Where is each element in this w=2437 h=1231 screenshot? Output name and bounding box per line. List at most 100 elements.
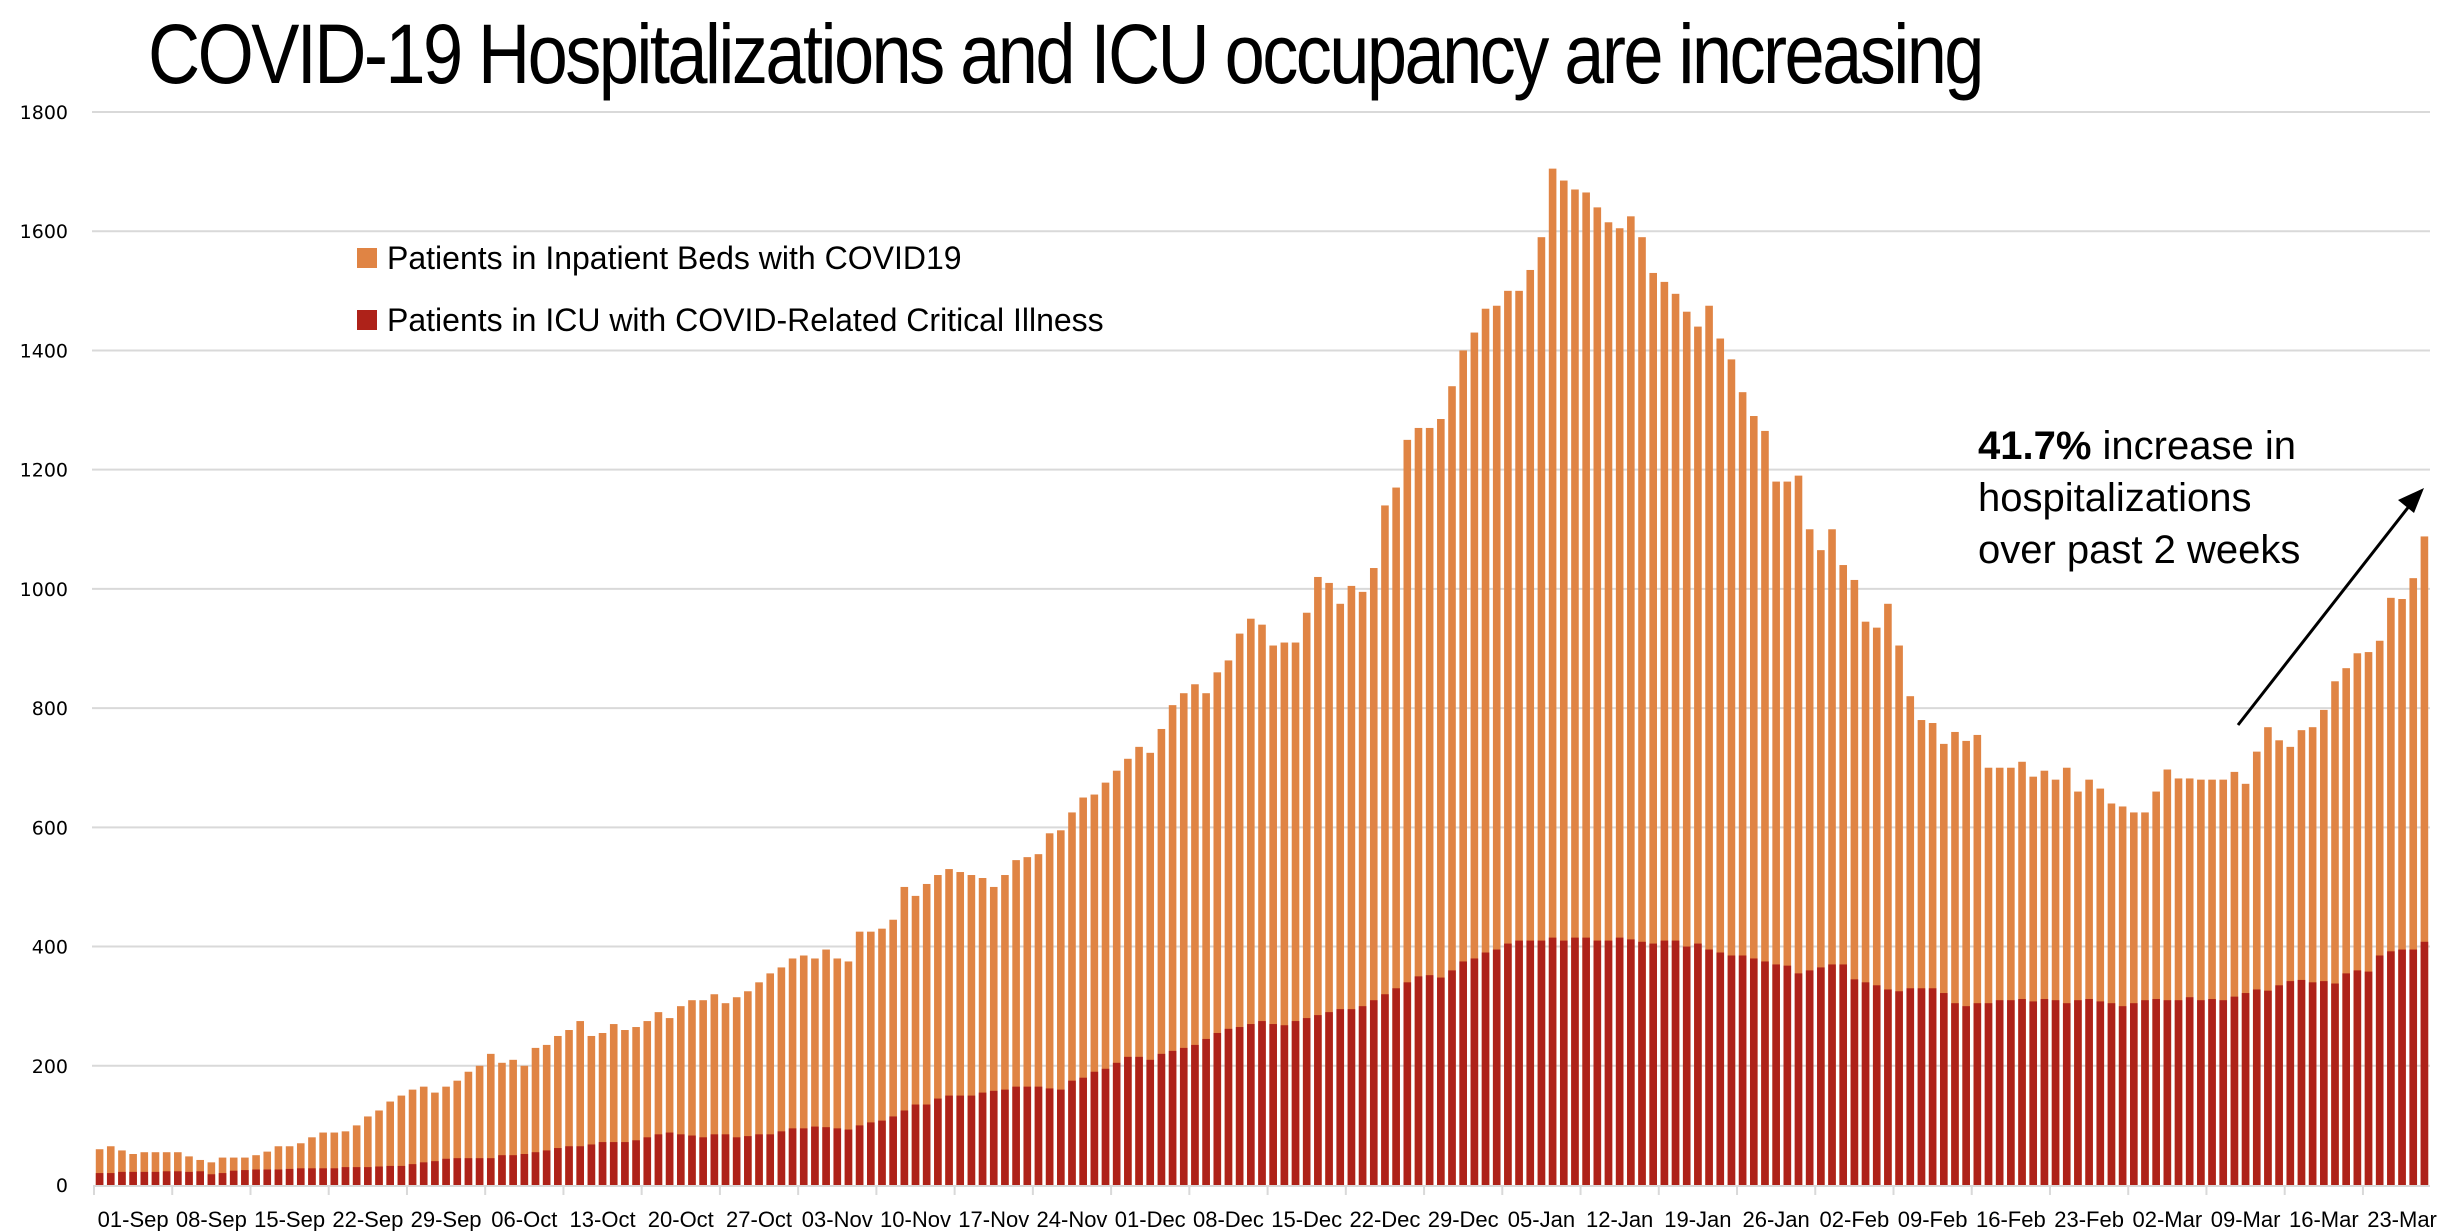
icu-bar — [1381, 994, 1389, 1185]
icu-bar — [1213, 1032, 1222, 1185]
inpatient-bar — [151, 1152, 160, 1185]
inpatient-bar — [2141, 812, 2149, 1185]
inpatient-bar — [1079, 797, 1087, 1185]
icu-bar — [2163, 1000, 2172, 1185]
inpatient-bar — [1213, 672, 1222, 1185]
inpatient-bar — [2040, 770, 2049, 1185]
inpatient-bar — [688, 1000, 696, 1185]
icu-bar — [1571, 937, 1579, 1185]
inpatient-bar — [1247, 618, 1255, 1185]
icu-bar — [1515, 940, 1523, 1185]
inpatient-bar — [2197, 779, 2205, 1185]
inpatient-bar — [1671, 293, 1680, 1185]
inpatient-bar — [375, 1110, 383, 1185]
inpatient-bar — [1928, 723, 1937, 1185]
icu-bar — [2152, 999, 2160, 1185]
icu-bar — [1884, 989, 1892, 1185]
inpatient-bar — [95, 1149, 104, 1185]
inpatient-bar — [744, 991, 752, 1185]
inpatient-bar — [755, 982, 763, 1185]
inpatient-bar — [118, 1150, 126, 1185]
legend: Patients in Inpatient Beds with COVID19 … — [357, 232, 1104, 356]
icu-bar — [1336, 1009, 1345, 1185]
icu-bar — [1090, 1071, 1099, 1185]
inpatient-bar — [576, 1021, 585, 1185]
x-tick-label: 24-Nov — [1037, 1207, 1108, 1231]
icu-bar — [1749, 958, 1758, 1185]
inpatient-bar — [1392, 487, 1400, 1185]
inpatient-bar — [520, 1065, 529, 1185]
inpatient-bar — [587, 1035, 596, 1185]
icu-bar — [1179, 1047, 1188, 1185]
icu-bar — [2062, 1003, 2071, 1185]
icu-bar — [542, 1150, 551, 1185]
inpatient-bar — [1884, 603, 1892, 1185]
icu-bar — [106, 1173, 115, 1185]
inpatient-bar — [2387, 597, 2395, 1185]
icu-bar — [196, 1171, 204, 1185]
inpatient-bar — [2219, 779, 2228, 1185]
inpatient-bar — [1649, 272, 1657, 1185]
x-tick-label: 16-Feb — [1976, 1207, 2046, 1231]
inpatient-bar — [498, 1062, 506, 1185]
inpatient-bar — [1627, 216, 1635, 1185]
icu-bar — [229, 1170, 238, 1185]
icu-bar — [218, 1173, 227, 1185]
inpatient-bar — [2375, 640, 2384, 1185]
x-tick-label: 16-Mar — [2289, 1207, 2359, 1231]
inpatient-bar — [1280, 642, 1289, 1185]
icu-bar — [2398, 949, 2406, 1185]
inpatient-bar — [1146, 752, 1155, 1185]
icu-bar — [1135, 1056, 1143, 1185]
y-tick-label: 1000 — [20, 579, 68, 601]
inpatient-bar — [1224, 660, 1233, 1185]
annotation-line-1-rest: increase in — [2091, 424, 2296, 468]
inpatient-bar — [855, 931, 864, 1185]
icu-bar — [408, 1164, 417, 1185]
x-tick-label: 01-Dec — [1115, 1207, 1186, 1231]
inpatient-bar — [1358, 591, 1367, 1185]
inpatient-bar — [788, 958, 797, 1185]
inpatient-bar — [1124, 758, 1132, 1185]
inpatient-bar — [1258, 624, 1266, 1185]
icu-bar — [464, 1158, 473, 1185]
icu-bar — [1559, 940, 1568, 1185]
inpatient-bar — [2185, 778, 2194, 1185]
inpatient-bar — [1537, 237, 1546, 1185]
icu-bar — [1817, 967, 1825, 1185]
inpatient-bar — [1872, 627, 1881, 1185]
inpatient-bar — [162, 1152, 171, 1185]
inpatient-bar — [1526, 269, 1535, 1185]
inpatient-bar — [319, 1132, 327, 1185]
inpatient-bar — [2208, 779, 2216, 1185]
icu-bar — [2320, 981, 2328, 1185]
icu-bar — [922, 1104, 931, 1185]
icu-bar — [1973, 1003, 1982, 1185]
inpatient-bar — [542, 1044, 551, 1185]
inpatient-bar — [1749, 416, 1758, 1185]
icu-bar — [1157, 1053, 1166, 1185]
icu-bar — [1761, 961, 1769, 1185]
y-tick-label: 1400 — [20, 340, 68, 362]
inpatient-bar — [1191, 684, 1199, 1185]
inpatient-bar — [1481, 308, 1490, 1185]
inpatient-bar — [598, 1032, 607, 1185]
icu-bar — [285, 1168, 294, 1185]
inpatient-bar — [1470, 332, 1479, 1185]
x-tick-label: 08-Sep — [176, 1207, 247, 1231]
x-tick-label: 02-Feb — [1820, 1207, 1890, 1231]
icu-bar — [1861, 982, 1870, 1185]
icu-bar — [1258, 1021, 1266, 1185]
icu-bar — [352, 1167, 361, 1185]
inpatient-bar — [833, 958, 842, 1185]
icu-bar — [867, 1122, 875, 1185]
icu-bar — [1917, 988, 1926, 1185]
icu-bar — [2051, 1000, 2060, 1185]
y-tick-label: 400 — [32, 937, 68, 959]
inpatient-bar — [431, 1092, 439, 1185]
icu-bar — [129, 1171, 137, 1185]
icu-bar — [989, 1090, 998, 1185]
icu-bar — [2118, 1006, 2127, 1185]
inpatient-bar — [1235, 633, 1244, 1185]
